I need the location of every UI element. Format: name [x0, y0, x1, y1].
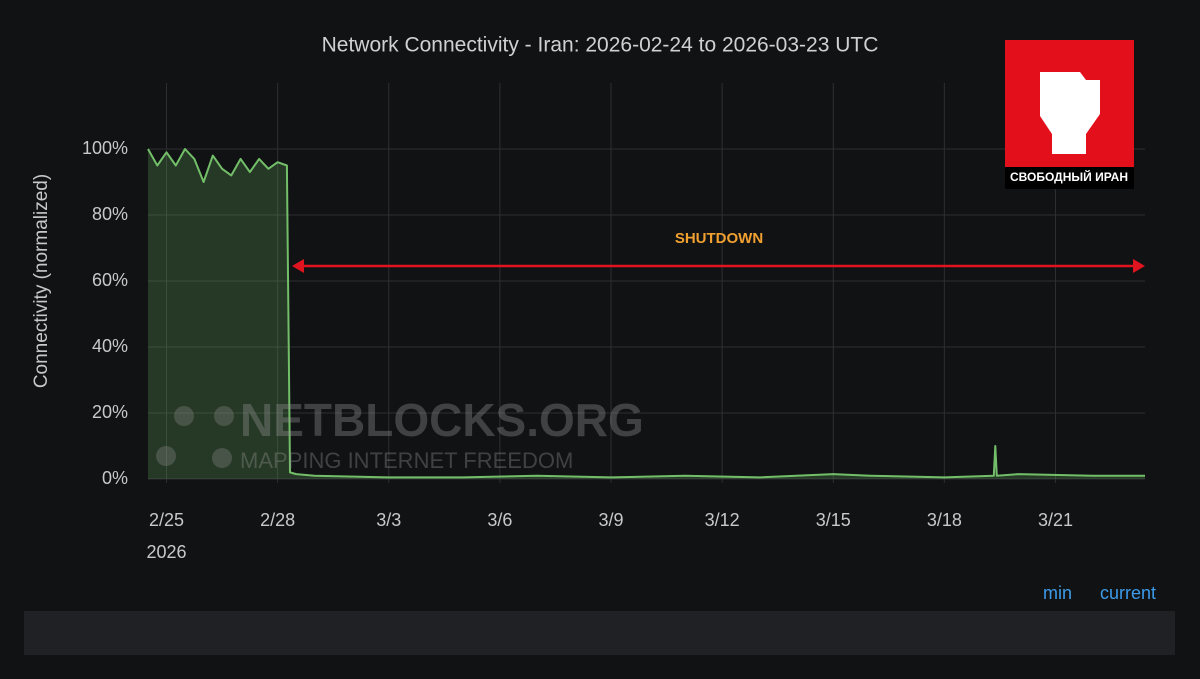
legend-box: [24, 611, 1175, 655]
y-tick-label: 0%: [102, 468, 128, 488]
y-axis-label: Connectivity (normalized): [31, 174, 52, 388]
badge-text: СВОБОДНЫЙ ИРАН: [1010, 169, 1128, 184]
y-tick-label: 20%: [92, 402, 128, 422]
badge-fist: [1040, 72, 1100, 154]
x-tick-label: 3/21: [1038, 510, 1073, 530]
line: [147, 148, 1145, 479]
badge: СВОБОДНЫЙ ИРАН: [1005, 40, 1134, 189]
area: [148, 149, 1145, 479]
x-tick-label: 2/28: [260, 510, 295, 530]
arrow-head: [292, 259, 304, 273]
x-tick-label: 3/12: [705, 510, 740, 530]
y-tick-label: 100%: [82, 138, 128, 158]
watermark-subtext: MAPPING INTERNET FREEDOM: [240, 448, 573, 473]
watermark-icon: [156, 446, 176, 466]
legend-stat-header: current: [1100, 583, 1156, 603]
x-tick-label: 2/25: [149, 510, 184, 530]
badge-band: [1005, 167, 1134, 189]
x-tick-label: 3/3: [376, 510, 401, 530]
y-tick-label: 60%: [92, 270, 128, 290]
x-tick-label: 3/6: [487, 510, 512, 530]
watermark-text: NETBLOCKS.ORG: [240, 394, 644, 446]
x-tick-label: 3/15: [816, 510, 851, 530]
y-tick-label: 40%: [92, 336, 128, 356]
annotation-label: SHUTDOWN: [675, 230, 763, 247]
watermark-icon: [212, 448, 232, 468]
x-year-label: 2026: [146, 542, 186, 562]
x-tick-label: 3/18: [927, 510, 962, 530]
watermark-icon: [214, 406, 234, 426]
watermark-icon: [174, 406, 194, 426]
watermark: NETBLOCKS.ORG MAPPING INTERNET FREEDOM: [156, 394, 644, 473]
arrow-head: [1133, 259, 1145, 273]
chart-title: Network Connectivity - Iran: 2026-02-24 …: [322, 34, 879, 57]
x-tick-label: 3/9: [598, 510, 623, 530]
y-tick-label: 80%: [92, 204, 128, 224]
legend-stat-header: min: [1043, 583, 1072, 603]
